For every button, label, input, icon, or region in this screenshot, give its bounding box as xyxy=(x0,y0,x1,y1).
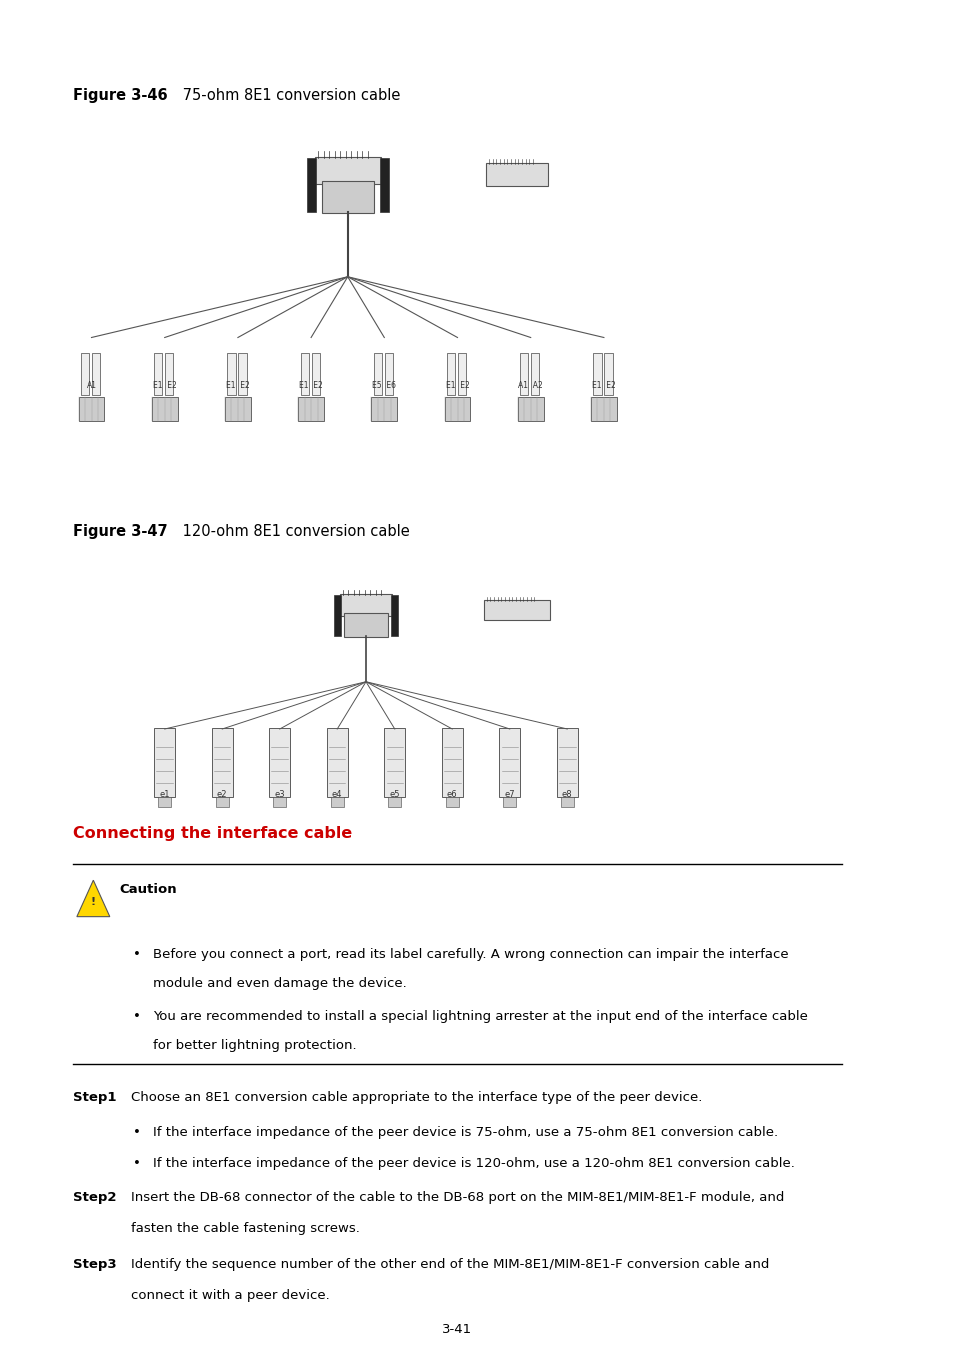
FancyBboxPatch shape xyxy=(326,729,348,796)
Text: A1: A1 xyxy=(87,381,96,390)
Text: •: • xyxy=(132,948,140,961)
Text: A1  A2: A1 A2 xyxy=(517,381,542,390)
FancyBboxPatch shape xyxy=(321,181,374,213)
Text: module and even damage the device.: module and even damage the device. xyxy=(152,977,406,991)
FancyBboxPatch shape xyxy=(498,729,519,796)
Text: E1  E2: E1 E2 xyxy=(226,381,250,390)
Bar xyxy=(274,796,286,807)
Text: e4: e4 xyxy=(332,790,342,799)
Text: !: ! xyxy=(91,896,96,907)
Text: Figure 3-47: Figure 3-47 xyxy=(73,524,168,539)
Bar xyxy=(225,397,251,421)
Text: e2: e2 xyxy=(216,790,227,799)
Text: Step1: Step1 xyxy=(73,1091,116,1104)
FancyBboxPatch shape xyxy=(374,354,381,394)
Text: e7: e7 xyxy=(504,790,515,799)
Text: for better lightning protection.: for better lightning protection. xyxy=(152,1040,356,1053)
FancyBboxPatch shape xyxy=(81,354,90,394)
Text: Figure 3-46: Figure 3-46 xyxy=(73,88,168,103)
FancyBboxPatch shape xyxy=(314,157,380,184)
Text: Step3: Step3 xyxy=(73,1258,116,1272)
Bar xyxy=(78,397,104,421)
Text: Choose an 8E1 conversion cable appropriate to the interface type of the peer dev: Choose an 8E1 conversion cable appropria… xyxy=(131,1091,701,1104)
Text: e6: e6 xyxy=(447,790,457,799)
Bar xyxy=(158,796,171,807)
FancyBboxPatch shape xyxy=(457,354,466,394)
Text: Caution: Caution xyxy=(119,883,176,896)
Bar xyxy=(331,796,343,807)
Text: Identify the sequence number of the other end of the MIM-8E1/MIM-8E1-F conversio: Identify the sequence number of the othe… xyxy=(131,1258,768,1272)
FancyBboxPatch shape xyxy=(441,729,462,796)
Text: Before you connect a port, read its label carefully. A wrong connection can impa: Before you connect a port, read its labe… xyxy=(152,948,787,961)
FancyBboxPatch shape xyxy=(154,354,162,394)
Bar xyxy=(517,397,543,421)
FancyBboxPatch shape xyxy=(483,599,549,621)
Bar xyxy=(445,796,458,807)
Text: E5  E6: E5 E6 xyxy=(372,381,395,390)
Text: •: • xyxy=(132,1157,140,1170)
Bar xyxy=(560,796,573,807)
FancyBboxPatch shape xyxy=(519,354,528,394)
Bar xyxy=(215,796,229,807)
FancyBboxPatch shape xyxy=(212,729,233,796)
Text: •: • xyxy=(132,1010,140,1023)
Text: If the interface impedance of the peer device is 120-ohm, use a 120-ohm 8E1 conv: If the interface impedance of the peer d… xyxy=(152,1157,794,1170)
FancyBboxPatch shape xyxy=(91,354,100,394)
Text: 3-41: 3-41 xyxy=(442,1323,472,1336)
Bar xyxy=(371,397,396,421)
Text: If the interface impedance of the peer device is 75-ohm, use a 75-ohm 8E1 conver: If the interface impedance of the peer d… xyxy=(152,1126,777,1139)
FancyBboxPatch shape xyxy=(154,729,175,796)
Bar xyxy=(334,595,340,636)
Text: e1: e1 xyxy=(159,790,170,799)
FancyBboxPatch shape xyxy=(339,594,392,616)
FancyBboxPatch shape xyxy=(384,354,393,394)
Text: Insert the DB-68 connector of the cable to the DB-68 port on the MIM-8E1/MIM-8E1: Insert the DB-68 connector of the cable … xyxy=(131,1191,783,1204)
Text: E1  E2: E1 E2 xyxy=(445,381,469,390)
Bar xyxy=(306,158,315,212)
Polygon shape xyxy=(77,880,110,917)
Text: You are recommended to install a special lightning arrester at the input end of : You are recommended to install a special… xyxy=(152,1010,807,1023)
Bar xyxy=(391,595,398,636)
Bar xyxy=(152,397,177,421)
Text: 75-ohm 8E1 conversion cable: 75-ohm 8E1 conversion cable xyxy=(178,88,400,103)
FancyBboxPatch shape xyxy=(384,729,405,796)
Text: •: • xyxy=(132,1126,140,1139)
Text: 120-ohm 8E1 conversion cable: 120-ohm 8E1 conversion cable xyxy=(178,524,410,539)
Text: Step2: Step2 xyxy=(73,1191,116,1204)
FancyBboxPatch shape xyxy=(593,354,601,394)
FancyBboxPatch shape xyxy=(238,354,246,394)
FancyBboxPatch shape xyxy=(269,729,290,796)
Bar xyxy=(298,397,324,421)
Text: e3: e3 xyxy=(274,790,285,799)
Text: Connecting the interface cable: Connecting the interface cable xyxy=(73,826,352,841)
Text: e8: e8 xyxy=(561,790,572,799)
Bar xyxy=(379,158,389,212)
Text: e5: e5 xyxy=(389,790,399,799)
Text: fasten the cable fastening screws.: fasten the cable fastening screws. xyxy=(131,1222,359,1235)
FancyBboxPatch shape xyxy=(557,729,578,796)
Text: E1  E2: E1 E2 xyxy=(299,381,323,390)
FancyBboxPatch shape xyxy=(604,354,612,394)
Bar xyxy=(591,397,616,421)
Bar xyxy=(444,397,470,421)
Bar xyxy=(388,796,401,807)
Text: E1  E2: E1 E2 xyxy=(592,381,615,390)
FancyBboxPatch shape xyxy=(227,354,235,394)
FancyBboxPatch shape xyxy=(486,163,547,186)
FancyBboxPatch shape xyxy=(312,354,319,394)
FancyBboxPatch shape xyxy=(165,354,173,394)
Bar xyxy=(503,796,516,807)
FancyBboxPatch shape xyxy=(344,613,387,637)
FancyBboxPatch shape xyxy=(531,354,538,394)
FancyBboxPatch shape xyxy=(300,354,309,394)
Text: E1  E2: E1 E2 xyxy=(152,381,176,390)
Text: connect it with a peer device.: connect it with a peer device. xyxy=(131,1289,329,1303)
FancyBboxPatch shape xyxy=(447,354,455,394)
